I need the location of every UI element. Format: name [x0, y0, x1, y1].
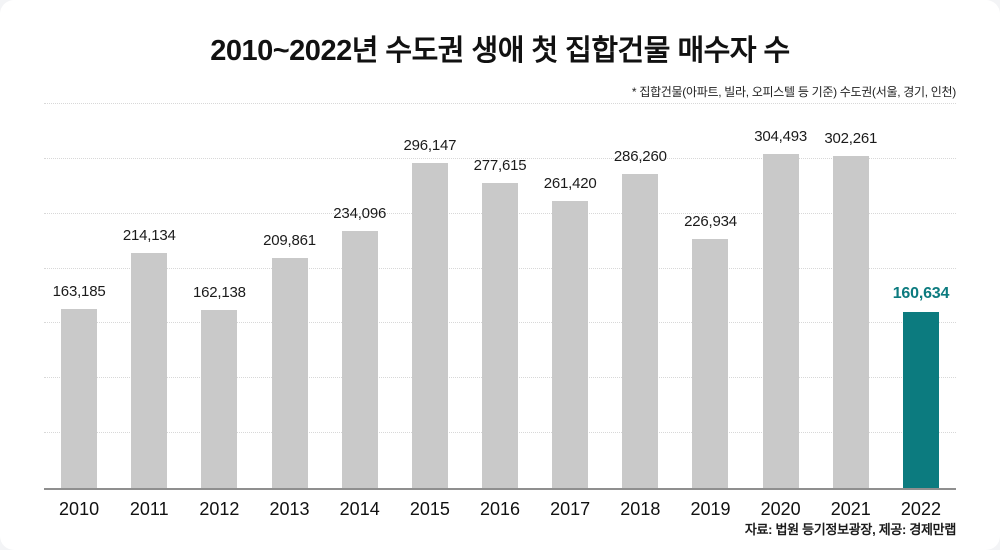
chart-area: 163,185 214,134 162,138 209,861 234,096 296,1… — [44, 103, 956, 520]
bar-group: 286,260 — [605, 104, 675, 488]
x-axis-labels: 2010 2011 2012 2013 2014 2015 2016 2017 2018 2019… — [44, 490, 956, 520]
bar-value-label: 302,261 — [824, 130, 878, 148]
bar-value-label: 234,096 — [333, 205, 387, 223]
bar — [692, 239, 729, 488]
x-tick-label: 2011 — [129, 499, 169, 519]
bar-group: 277,615 — [465, 104, 535, 488]
x-tick-label: 2010 — [59, 499, 100, 519]
x-tick-label: 2014 — [339, 499, 380, 519]
x-tick-label: 2012 — [199, 499, 240, 519]
bar-value-label: 163,185 — [52, 282, 106, 300]
bar-group: 209,861 — [254, 104, 324, 488]
bar — [552, 201, 589, 488]
bar-group: 234,096 — [325, 104, 395, 488]
chart-source: 자료: 법원 등기정보광장, 제공: 경제만랩 — [744, 522, 956, 537]
bar — [271, 257, 308, 488]
bar-value-label: 286,260 — [613, 147, 667, 165]
bar-value-label: 214,134 — [122, 227, 176, 245]
bar-value-label: 160,634 — [892, 284, 950, 302]
gridline — [44, 103, 956, 104]
bar — [131, 253, 168, 488]
x-tick-label: 2021 — [830, 499, 871, 519]
gridline — [44, 157, 956, 159]
bar-value-label: 277,615 — [473, 157, 527, 175]
plot-area: 163,185 214,134 162,138 209,861 234,096 296,1… — [44, 103, 956, 490]
bar-value-label: 226,934 — [684, 213, 737, 231]
x-tick-label: 2018 — [620, 499, 661, 519]
chart-note: * 집합건물(아파트, 빌라, 오피스텔 등 기준) 수도권(서울, 경기, 인… — [631, 85, 956, 99]
bar-group: 302,261 — [816, 104, 886, 488]
bar — [482, 183, 519, 488]
bar-group: 296,147 — [395, 104, 465, 488]
bar-value-label: 304,493 — [754, 127, 808, 145]
bar — [61, 308, 98, 488]
bars-row: 163,185 214,134 162,138 209,861 234,096 296,1… — [44, 104, 956, 488]
bar-group: 162,138 — [184, 104, 254, 488]
bar — [201, 310, 238, 488]
bar — [832, 156, 869, 488]
bar — [762, 153, 799, 488]
bar — [341, 231, 378, 488]
bar-value-label: 209,861 — [263, 231, 316, 249]
bar — [411, 163, 448, 488]
bar-group: 226,934 — [675, 104, 745, 488]
bar-group: 261,420 — [535, 104, 605, 488]
x-tick-label: 2019 — [690, 499, 731, 519]
x-tick-label: 2013 — [269, 499, 310, 519]
x-tick-label: 2017 — [550, 499, 591, 519]
bar-group: 214,134 — [114, 104, 184, 488]
x-tick-label: 2020 — [760, 499, 801, 519]
bar — [902, 311, 939, 488]
x-tick-label: 2022 — [900, 499, 941, 519]
x-tick-label: 2016 — [479, 499, 521, 519]
chart-title: 2010~2022년 수도권 생애 첫 집합건물 매수자 수 — [210, 35, 790, 67]
bar-value-label: 261,420 — [543, 175, 597, 193]
bar-group: 304,493 — [746, 104, 816, 488]
bar-value-label: 162,138 — [192, 284, 246, 302]
bar — [622, 173, 659, 488]
bar-value-label: 296,147 — [403, 137, 457, 155]
bar-group: 163,185 — [44, 104, 114, 488]
x-tick-label: 2015 — [409, 499, 450, 519]
bar-group: 160,634 — [886, 104, 956, 488]
